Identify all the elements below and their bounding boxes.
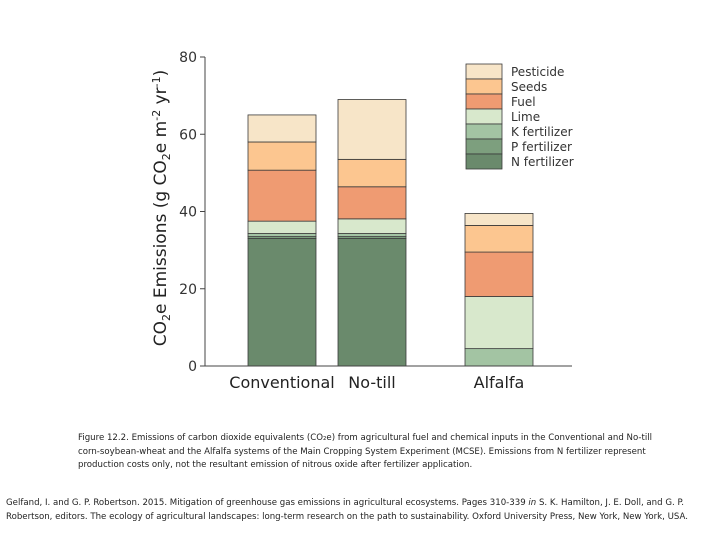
category-labels: Conventional No-till Alfalfa: [229, 373, 524, 392]
y-tick-label: 40: [179, 205, 197, 221]
bar-segment: [337, 158, 407, 188]
legend-label: K fertilizer: [511, 125, 573, 139]
citation-part-3: S. K. Hamilton, J. E. Doll, and G. P. Ro…: [6, 498, 688, 522]
bar-segment: [337, 218, 407, 234]
y-label-part: CO: [151, 321, 171, 346]
category-label: Alfalfa: [474, 373, 525, 392]
bar-segment: [464, 225, 534, 253]
bar-segment: [464, 251, 534, 297]
legend-swatch: [465, 138, 503, 155]
bar-segment: [247, 169, 317, 222]
category-label: Conventional: [229, 373, 334, 392]
bar-segment: [247, 233, 317, 238]
legend-label: Seeds: [511, 80, 547, 94]
legend-swatch: [465, 93, 503, 110]
legend-label: P fertilizer: [511, 140, 572, 154]
bar-segment: [337, 186, 407, 220]
citation-part-2: in: [528, 498, 537, 508]
bar-segment: [464, 348, 534, 367]
figure-caption: Figure 12.2. Emissions of carbon dioxide…: [78, 433, 653, 470]
bar-segment: [464, 296, 534, 350]
stacked-bar-chart: 0 20 40 60 80 Conventional No-till Alfalfa Pes…: [150, 50, 574, 392]
citation-part-1: Gelfand, I. and G. P. Robertson. 2015. M…: [6, 498, 529, 508]
y-label-part: -2: [150, 110, 163, 121]
y-ticks: 0 20 40 60 80: [179, 50, 205, 375]
y-label-part: e m: [151, 121, 171, 153]
legend-swatch: [465, 63, 503, 80]
legend-swatch: [465, 123, 503, 140]
citation: Gelfand, I. and G. P. Robertson. 2015. M…: [6, 497, 706, 524]
y-label-part: -1: [150, 76, 163, 87]
category-label: No-till: [348, 373, 395, 392]
bar-segment: [247, 114, 317, 143]
bar-segment: [337, 238, 407, 367]
bar-segment: [464, 213, 534, 226]
y-tick-label: 20: [179, 282, 197, 298]
legend-label: Fuel: [511, 95, 536, 109]
legend-label: Lime: [511, 110, 540, 124]
bar-segment: [247, 220, 317, 234]
y-axis-label: CO2e Emissions (g CO2e m-2 yr-1): [150, 70, 173, 347]
y-label-part: yr: [151, 87, 171, 109]
y-label-part: ): [151, 70, 171, 77]
legend-swatch: [465, 153, 503, 170]
legend-label: Pesticide: [511, 65, 564, 79]
y-tick-label: 0: [188, 359, 197, 375]
y-label-part: 2: [160, 314, 173, 321]
legend-label: N fertilizer: [511, 155, 574, 169]
bar-segment: [247, 238, 317, 367]
y-tick-label: 80: [179, 50, 197, 66]
legend-swatch: [465, 108, 503, 125]
y-tick-label: 60: [179, 127, 197, 143]
y-label-part: 2: [160, 153, 173, 160]
bar-segment: [247, 141, 317, 171]
y-label-part: e Emissions (g CO: [151, 160, 171, 314]
bar-segment: [337, 99, 407, 160]
bar-segment: [337, 233, 407, 238]
legend-swatch: [465, 78, 503, 95]
bars: [247, 99, 534, 367]
